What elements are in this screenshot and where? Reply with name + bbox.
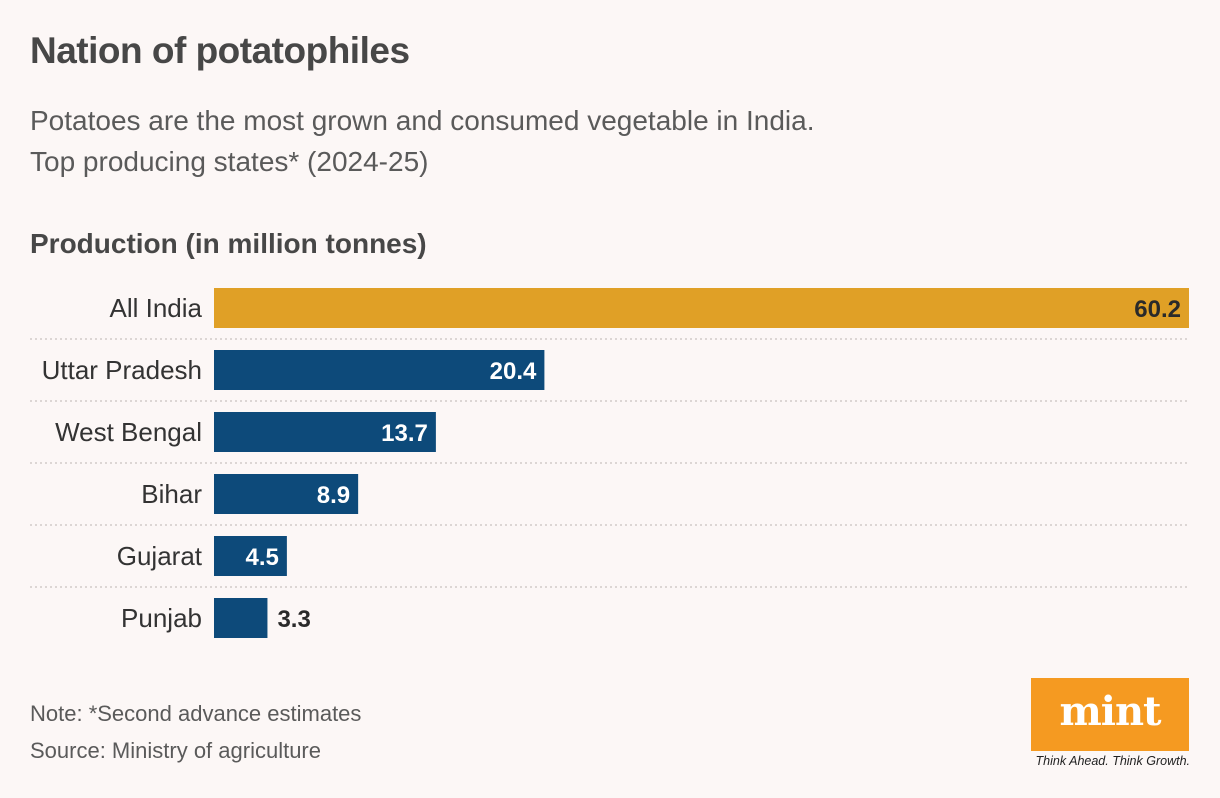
chart-section-heading: Production (in million tonnes)	[30, 228, 427, 259]
bar-all-india	[214, 288, 1189, 328]
source-note: Source: Ministry of agriculture	[30, 738, 321, 763]
chart-subtitle: Potatoes are the most grown and consumed…	[30, 100, 815, 182]
value-label-bihar: 8.9	[317, 482, 350, 509]
brand-tagline: Think Ahead. Think Growth.	[1035, 754, 1190, 768]
category-label-punjab: Punjab	[121, 603, 202, 633]
category-label-bihar: Bihar	[141, 479, 202, 509]
footnote: Note: *Second advance estimates	[30, 701, 362, 726]
value-label-uttar-pradesh: 20.4	[490, 358, 537, 385]
bar-punjab	[214, 598, 268, 638]
logo-wordmark: mint	[1059, 688, 1161, 735]
mint-logo: mint	[1031, 678, 1189, 751]
category-label-west-bengal: West Bengal	[55, 417, 202, 447]
value-label-punjab: 3.3	[277, 606, 310, 633]
value-label-west-bengal: 13.7	[381, 420, 428, 447]
chart-title: Nation of potatophiles	[30, 30, 410, 71]
subtitle-line-2: Top producing states* (2024-25)	[30, 146, 429, 177]
value-label-gujarat: 4.5	[246, 544, 279, 571]
bar-bihar	[214, 474, 359, 514]
category-label-all-india: All India	[110, 293, 203, 323]
category-label-gujarat: Gujarat	[117, 541, 203, 571]
subtitle-line-1: Potatoes are the most grown and consumed…	[30, 105, 815, 136]
bar-gujarat	[214, 536, 287, 576]
category-label-uttar-pradesh: Uttar Pradesh	[42, 355, 202, 385]
value-label-all-india: 60.2	[1134, 296, 1181, 323]
bar-uttar-pradesh	[214, 350, 545, 390]
bar-west-bengal	[214, 412, 436, 452]
